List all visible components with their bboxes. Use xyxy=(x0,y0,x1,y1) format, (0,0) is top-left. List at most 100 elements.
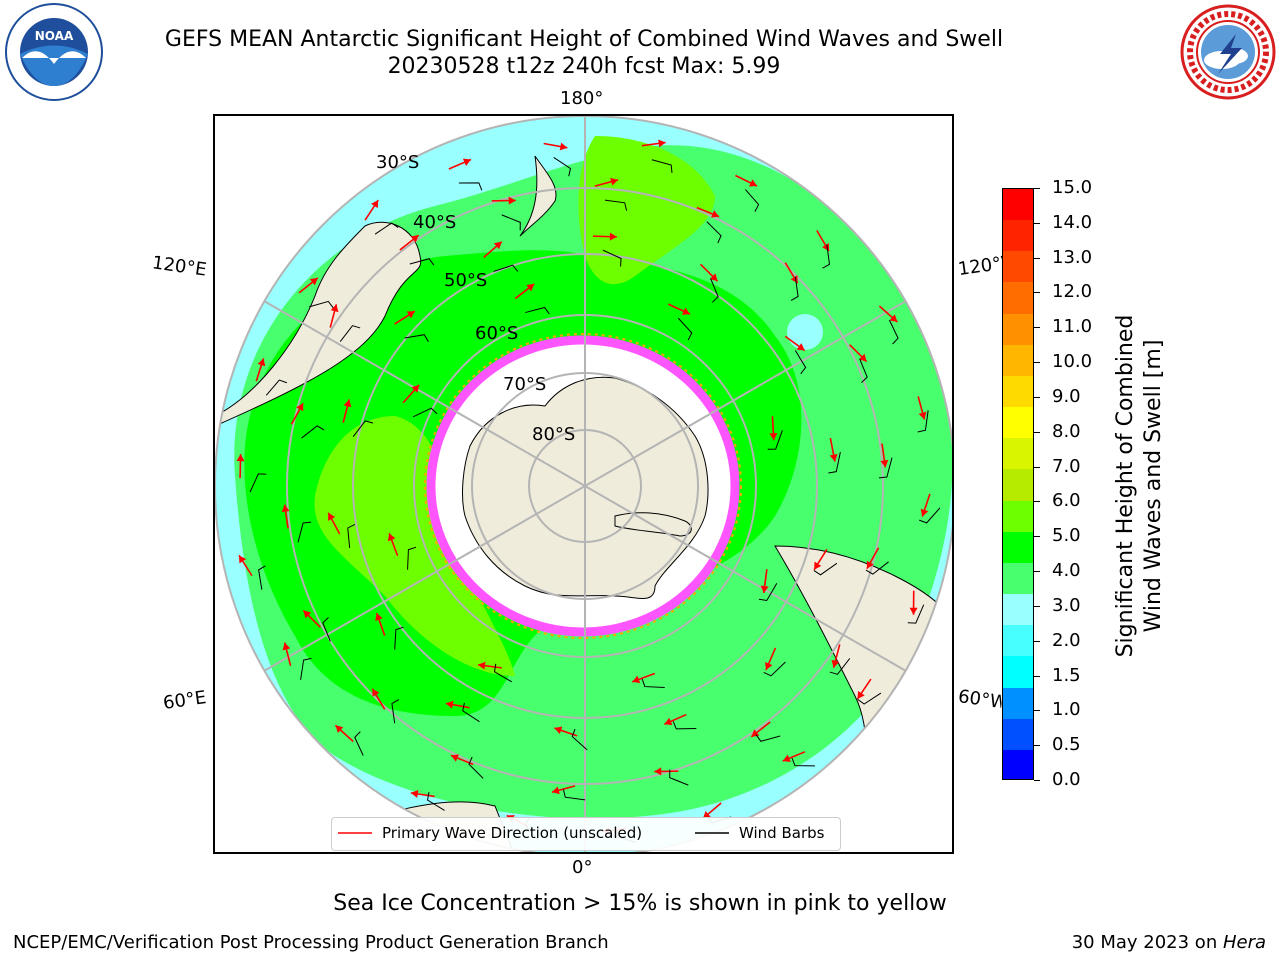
wave-direction-arrow xyxy=(664,713,687,726)
wave-direction-arrow xyxy=(765,647,777,671)
colorbar-segment xyxy=(1003,625,1033,657)
wave-direction-arrow xyxy=(371,688,386,710)
wave-direction-arrow xyxy=(410,789,435,798)
colorbar-tick-mark xyxy=(1034,745,1040,747)
wind-barb xyxy=(604,199,628,211)
colorbar-tick-mark xyxy=(1034,396,1040,398)
colorbar-tick-label: 3.0 xyxy=(1052,594,1081,616)
colorbar-tick-label: 1.5 xyxy=(1052,664,1081,686)
longitude-label-180: 180° xyxy=(560,88,604,109)
colorbar-tick-label: 15.0 xyxy=(1052,177,1093,198)
wind-barbs xyxy=(249,157,941,843)
colorbar xyxy=(1002,188,1034,780)
latitude-label-50s: 50°S xyxy=(444,270,488,291)
wave-direction-arrow xyxy=(402,384,420,404)
longitude-label-60w: 60°W xyxy=(956,686,1004,713)
wind-barb xyxy=(339,325,361,342)
noaa-logo-icon: NOAA xyxy=(4,2,104,102)
wave-direction-arrow xyxy=(880,443,889,468)
footer-date-text: 30 May 2023 on xyxy=(1071,932,1223,953)
wind-barb xyxy=(501,214,521,231)
wind-barb xyxy=(462,702,480,723)
wave-direction-arrow xyxy=(592,232,617,241)
colorbar-tick-label: 4.0 xyxy=(1052,560,1081,582)
wave-direction-arrow xyxy=(298,277,319,294)
wind-barb xyxy=(865,561,889,575)
wind-barb xyxy=(763,661,786,677)
wind-barb xyxy=(706,221,722,244)
wave-field-5-6m-south-indian xyxy=(314,416,515,676)
colorbar-tick-mark xyxy=(1034,257,1040,259)
footer-machine: Hera xyxy=(1222,932,1266,953)
colorbar-tick-label: 11.0 xyxy=(1052,316,1093,338)
wave-direction-arrow xyxy=(878,305,898,323)
wave-direction-arrow xyxy=(255,358,266,382)
colorbar-segment xyxy=(1003,189,1033,221)
colorbar-tick-label: 10.0 xyxy=(1052,351,1093,373)
wave-direction-arrow xyxy=(641,139,666,148)
wind-barb xyxy=(602,249,622,267)
wave-direction-arrow xyxy=(856,678,872,700)
wave-direction-arrow xyxy=(543,142,568,151)
colorbar-tick-mark xyxy=(1034,466,1040,468)
wind-barb xyxy=(308,300,334,309)
wave-direction-arrow xyxy=(364,199,379,221)
colorbar-title: Significant Height of Combined Wind Wave… xyxy=(1112,226,1168,746)
wave-direction-arrow xyxy=(654,767,679,776)
australia xyxy=(215,221,422,427)
colorbar-tick-label: 12.0 xyxy=(1052,281,1093,303)
wind-barb xyxy=(407,546,417,570)
wind-barb xyxy=(677,317,693,341)
latitude-label-70s: 70°S xyxy=(503,374,547,395)
wind-barb xyxy=(813,562,838,576)
wind-barb xyxy=(297,521,312,543)
wind-barb xyxy=(354,731,364,756)
wind-barb xyxy=(265,379,288,396)
wave-field-5-6m-pacific xyxy=(578,136,715,285)
wind-barb xyxy=(878,457,893,479)
colorbar-segment xyxy=(1003,562,1033,595)
wave-direction-arrow xyxy=(594,177,619,187)
wave-direction-arrow xyxy=(909,590,918,615)
wind-barb xyxy=(404,334,429,342)
colorbar-tick-mark xyxy=(1034,222,1040,224)
wave-direction-arrow xyxy=(483,241,503,259)
wave-direction-arrow xyxy=(831,644,841,668)
colorbar-tick-label: 9.0 xyxy=(1052,385,1081,407)
wave-direction-arrow xyxy=(238,554,253,577)
wave-direction-arrow xyxy=(699,263,719,282)
wave-direction-arrow xyxy=(849,344,868,363)
footer-credit: NCEP/EMC/Verification Post Processing Pr… xyxy=(13,932,609,953)
colorbar-segment xyxy=(1003,344,1033,377)
colorbar-segment xyxy=(1003,220,1033,252)
wind-barb xyxy=(394,626,404,650)
wind-barb xyxy=(493,663,513,683)
colorbar-tick-mark xyxy=(1034,327,1040,329)
legend-wind-label: Wind Barbs xyxy=(739,824,825,842)
wave-direction-arrow xyxy=(829,437,838,462)
wave-direction-arrow xyxy=(735,174,758,187)
colorbar-title-line1: Significant Height of Combined xyxy=(1113,314,1138,658)
wave-direction-arrow xyxy=(631,672,656,684)
colorbar-tick-label: 0.0 xyxy=(1052,769,1081,790)
national-weather-service-logo-icon xyxy=(1176,2,1280,102)
graticule xyxy=(215,116,952,852)
latitude-label-60s: 60°S xyxy=(475,323,519,344)
wave-direction-arrow xyxy=(920,493,931,517)
wind-barb xyxy=(669,769,689,786)
wave-direction-arrow xyxy=(769,416,778,441)
colorbar-tick-mark xyxy=(1034,710,1040,712)
wind-barb xyxy=(822,244,831,269)
latitude-label-80s: 80°S xyxy=(532,424,576,445)
footer-date: 30 May 2023 on Hera xyxy=(1072,932,1266,953)
wave-direction-arrow xyxy=(784,335,806,352)
wind-barb xyxy=(794,350,807,375)
wind-barb xyxy=(468,756,484,779)
colorbar-tick-mark xyxy=(1034,431,1040,433)
colorbar-tick-label: 8.0 xyxy=(1052,420,1081,442)
wind-barb xyxy=(755,734,781,742)
wind-barb xyxy=(888,319,899,345)
wave-direction-arrow xyxy=(375,612,386,636)
wind-barb xyxy=(790,276,799,301)
wind-barb xyxy=(352,420,374,438)
